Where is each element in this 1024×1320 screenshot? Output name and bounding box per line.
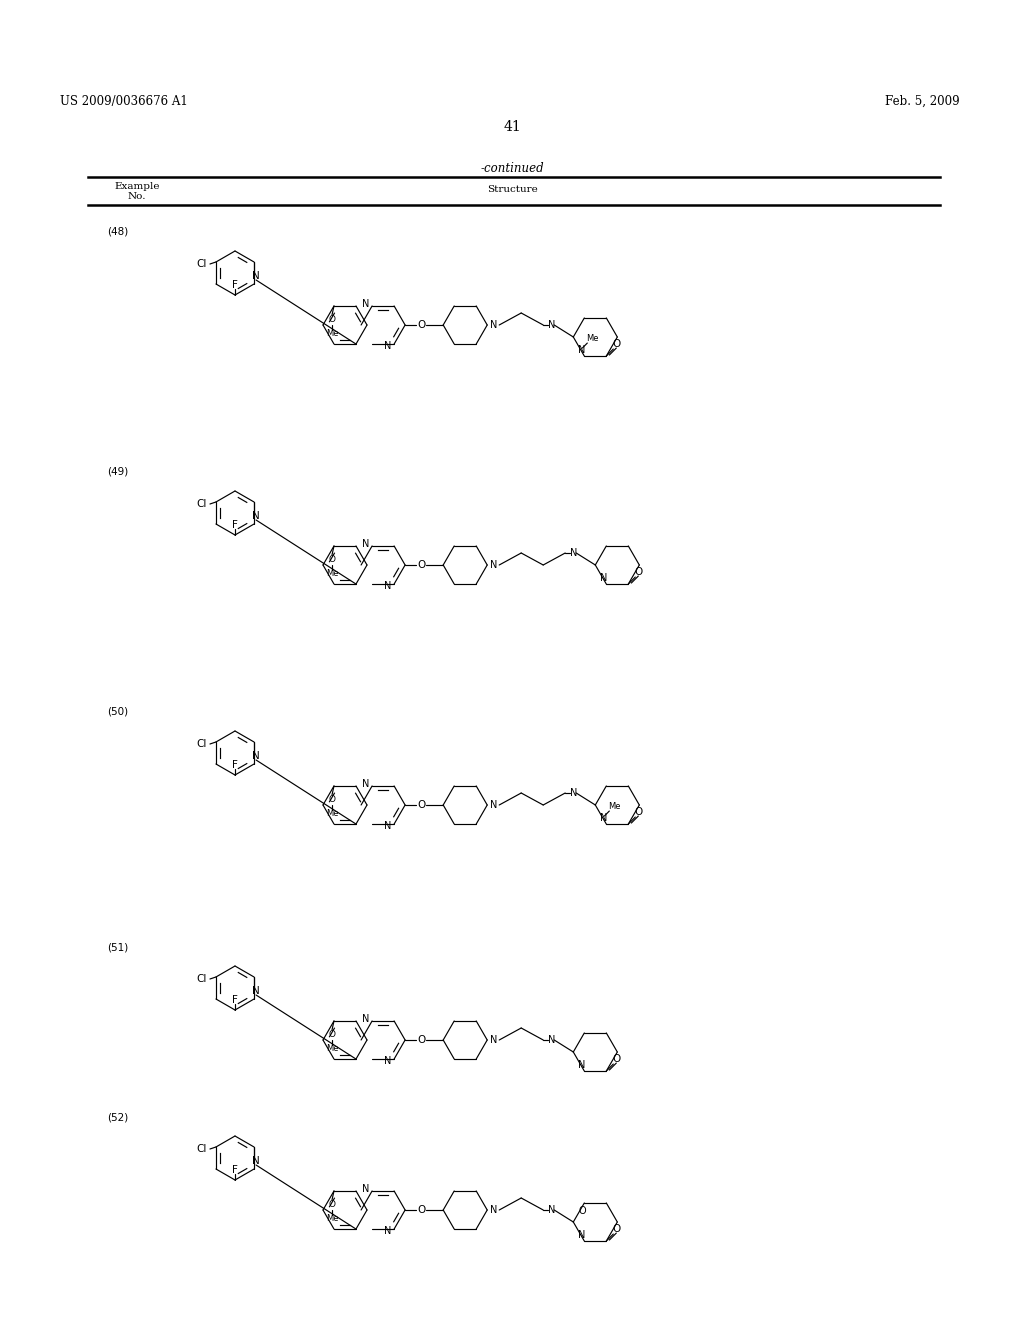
Text: Cl: Cl [197, 974, 207, 983]
Text: N: N [384, 1226, 392, 1236]
Text: N: N [384, 581, 392, 591]
Text: Me: Me [326, 1044, 338, 1053]
Text: Cl: Cl [197, 259, 207, 269]
Text: (50): (50) [108, 708, 129, 717]
Text: N: N [600, 573, 607, 583]
Text: Me: Me [326, 1214, 338, 1224]
Text: O: O [612, 339, 621, 348]
Text: N: N [252, 511, 260, 521]
Text: Cl: Cl [197, 1144, 207, 1154]
Text: US 2009/0036676 A1: US 2009/0036676 A1 [60, 95, 187, 108]
Text: O: O [579, 1206, 586, 1216]
Text: O: O [329, 1031, 336, 1039]
Text: N: N [489, 1035, 497, 1045]
Text: N: N [600, 813, 607, 824]
Text: O: O [329, 1200, 336, 1209]
Text: N: N [548, 1035, 555, 1045]
Text: N: N [489, 319, 497, 330]
Text: N: N [252, 1156, 260, 1166]
Text: N: N [362, 1184, 370, 1195]
Text: N: N [362, 779, 370, 789]
Text: Me: Me [326, 330, 338, 338]
Text: N: N [548, 1205, 555, 1214]
Text: F: F [232, 995, 238, 1005]
Text: (48): (48) [108, 227, 129, 238]
Text: -continued: -continued [480, 162, 544, 176]
Text: Structure: Structure [486, 185, 538, 194]
Text: O: O [417, 319, 425, 330]
Text: Cl: Cl [197, 739, 207, 748]
Text: Me: Me [586, 334, 599, 343]
Text: F: F [232, 520, 238, 531]
Text: N: N [252, 751, 260, 762]
Text: F: F [232, 760, 238, 770]
Text: O: O [612, 1055, 621, 1064]
Text: Me: Me [326, 809, 338, 818]
Text: N: N [578, 1060, 585, 1071]
Text: O: O [417, 560, 425, 570]
Text: N: N [489, 1205, 497, 1214]
Text: N: N [384, 1056, 392, 1067]
Text: N: N [489, 800, 497, 810]
Text: N: N [578, 1230, 585, 1239]
Text: N: N [489, 560, 497, 570]
Text: (52): (52) [108, 1111, 129, 1122]
Text: F: F [232, 1166, 238, 1175]
Text: N: N [384, 341, 392, 351]
Text: O: O [634, 568, 642, 577]
Text: O: O [417, 1205, 425, 1214]
Text: 41: 41 [503, 120, 521, 135]
Text: O: O [417, 1035, 425, 1045]
Text: N: N [362, 298, 370, 309]
Text: N: N [569, 548, 577, 558]
Text: Me: Me [326, 569, 338, 578]
Text: Feb. 5, 2009: Feb. 5, 2009 [886, 95, 961, 108]
Text: F: F [232, 280, 238, 290]
Text: N: N [362, 539, 370, 549]
Text: N: N [252, 986, 260, 997]
Text: Example
No.: Example No. [115, 182, 160, 202]
Text: N: N [569, 788, 577, 799]
Text: O: O [634, 807, 642, 817]
Text: (51): (51) [108, 942, 129, 952]
Text: O: O [612, 1224, 621, 1234]
Text: N: N [362, 1014, 370, 1024]
Text: N: N [384, 821, 392, 832]
Text: N: N [252, 271, 260, 281]
Text: O: O [329, 796, 336, 804]
Text: (49): (49) [108, 467, 129, 477]
Text: Me: Me [608, 801, 621, 810]
Text: O: O [329, 556, 336, 565]
Text: O: O [417, 800, 425, 810]
Text: N: N [548, 319, 555, 330]
Text: Cl: Cl [197, 499, 207, 510]
Text: O: O [329, 315, 336, 325]
Text: N: N [578, 345, 585, 355]
